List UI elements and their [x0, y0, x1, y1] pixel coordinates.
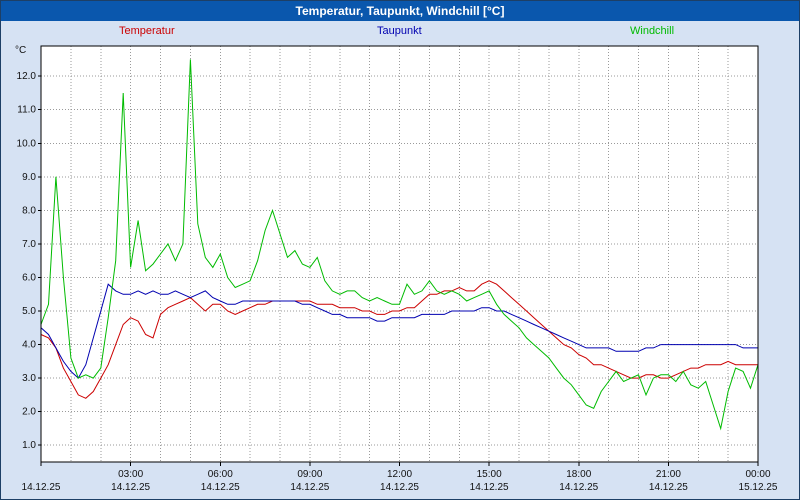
x-tick-time: 09:00 [297, 469, 322, 480]
x-tick-time: 00:00 [745, 469, 770, 480]
y-tick-label: 3.0 [22, 373, 36, 384]
gridlines [41, 46, 758, 462]
x-tick-date: 14.12.25 [22, 482, 61, 493]
x-tick-date: 14.12.25 [290, 482, 329, 493]
x-tick-date: 14.12.25 [559, 482, 598, 493]
legend-item-taupunkt: Taupunkt [377, 25, 422, 37]
x-tick-date: 14.12.25 [470, 482, 509, 493]
x-tick-time: 12:00 [387, 469, 412, 480]
x-tick-date: 14.12.25 [380, 482, 419, 493]
x-tick-time: 21:00 [656, 469, 681, 480]
x-tick-time: 06:00 [208, 469, 233, 480]
title-bar: Temperatur, Taupunkt, Windchill [°C] [1, 1, 799, 21]
y-tick-label: 10.0 [17, 138, 37, 149]
x-tick-date: 14.12.25 [201, 482, 240, 493]
y-tick-label: 8.0 [22, 205, 36, 216]
y-tick-label: 7.0 [22, 239, 36, 250]
x-tick-date: 14.12.25 [649, 482, 688, 493]
x-tick-time: 03:00 [118, 469, 143, 480]
y-tick-label: 4.0 [22, 340, 36, 351]
chart-canvas: 1.0 2.0 3.0 4.0 5.0 6.0 7.0 8.0 9.0 10.0 11.0 12.0 1… [15, 45, 778, 493]
y-tick-label: 2.0 [22, 407, 36, 418]
x-tick-date: 14.12.25 [111, 482, 150, 493]
series-line-windchill [40, 59, 759, 431]
x-tick-date: 15.12.25 [739, 482, 778, 493]
y-tick-label: 1.0 [22, 440, 36, 451]
series-line-temperatur [40, 280, 758, 399]
axis-labels: 1.0 2.0 3.0 4.0 5.0 6.0 7.0 8.0 9.0 10.0 11.0 12.0 1… [17, 71, 778, 493]
y-tick-label: 6.0 [22, 272, 36, 283]
x-tick-time: 18:00 [566, 469, 591, 480]
legend-item-windchill: Windchill [630, 25, 675, 37]
y-tick-label: 9.0 [22, 172, 36, 183]
legend: Temperatur Taupunkt Windchill [1, 21, 799, 43]
y-tick-label: 5.0 [22, 306, 36, 317]
y-axis-unit: °C [15, 45, 26, 56]
series-line-taupunkt [40, 283, 758, 379]
x-tick-time: 15:00 [477, 469, 502, 480]
legend-item-temperatur: Temperatur [119, 25, 175, 37]
y-tick-label: 11.0 [17, 105, 36, 116]
chart-title: Temperatur, Taupunkt, Windchill [°C] [295, 4, 505, 18]
y-tick-label: 12.0 [17, 71, 37, 82]
